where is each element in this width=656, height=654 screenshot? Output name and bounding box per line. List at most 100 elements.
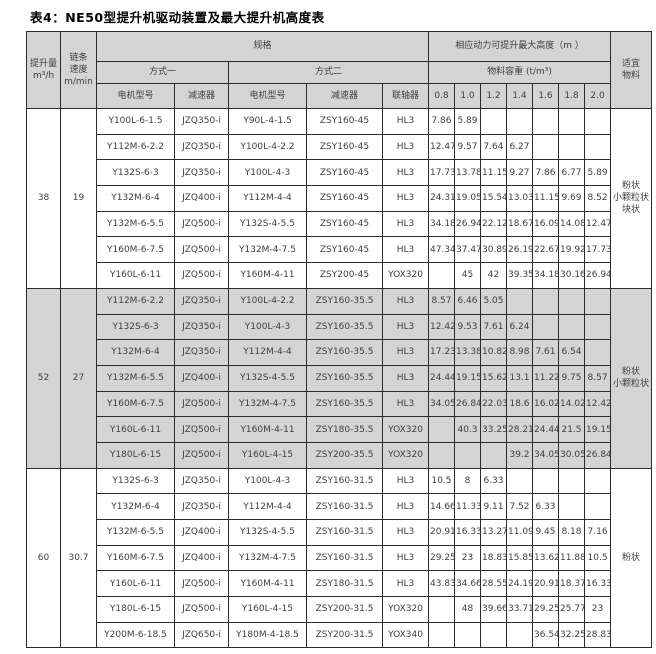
max-height-value-cell: 5.89: [583, 159, 612, 187]
max-height-value-cell: 7.52: [506, 493, 533, 520]
coupling-cell: YOX320: [382, 441, 429, 469]
max-height-value-cell: 12.42: [428, 313, 455, 341]
max-height-value-cell: 7.86: [532, 159, 559, 187]
max-height-value-cell: 11.15: [532, 185, 559, 212]
coupling-cell: HL3: [382, 185, 429, 212]
max-height-value-cell: 34.05: [428, 390, 455, 418]
max-height-value-cell: 6.46: [454, 287, 481, 315]
motor-model-1-cell: Y112M-6-2.2: [96, 133, 175, 161]
max-height-value-cell: 15.62: [480, 364, 507, 392]
col-header-density-1.8: 1.8: [558, 83, 585, 109]
reducer-1-cell: JZQ400-i: [174, 519, 229, 546]
motor-model-1-cell: Y132M-6-4: [96, 185, 175, 212]
col-header-reducer-1: 减速器: [174, 83, 229, 109]
motor-model-1-cell: Y132M-6-4: [96, 493, 175, 520]
max-height-value-cell: 28.83: [583, 621, 612, 649]
max-height-value-cell: [532, 133, 559, 161]
col-header-specification: 规格: [96, 31, 429, 62]
max-height-value-cell: [532, 313, 559, 341]
max-height-value-cell: 7.86: [428, 108, 455, 135]
capacity-cell: 52: [26, 287, 61, 469]
reducer-1-cell: JZQ350-i: [174, 159, 229, 187]
table-row: Y160L-6-11 JZQ500-i Y160M-4-11 ZSY180-31.5 H…: [27, 570, 652, 598]
max-height-value-cell: 26.19: [506, 236, 533, 264]
max-height-value-cell: 6.33: [532, 493, 559, 520]
max-height-value-cell: 28.55: [480, 570, 507, 598]
motor-model-1-cell: Y160M-6-7.5: [96, 390, 175, 418]
max-height-value-cell: 30.89: [480, 236, 507, 264]
motor-model-1-cell: Y132S-6-3: [96, 467, 175, 495]
table-row: Y132M-6-5.5 JZQ400-i Y132S-4-5.5 ZSY160-35.…: [27, 364, 652, 392]
motor-model-2-cell: Y160L-4-15: [228, 596, 307, 623]
max-height-value-cell: 11.33: [454, 493, 481, 520]
col-header-method-1: 方式一: [96, 61, 229, 84]
max-height-value-cell: 12.42: [583, 390, 612, 418]
reducer-1-cell: JZQ500-i: [174, 390, 229, 418]
max-height-value-cell: 8.57: [428, 287, 455, 315]
motor-model-1-cell: Y132M-6-5.5: [96, 210, 175, 238]
motor-model-1-cell: Y100L-6-1.5: [96, 108, 175, 135]
max-height-value-cell: 18.6: [506, 390, 533, 418]
motor-model-1-cell: Y160L-6-11: [96, 262, 175, 289]
col-header-material-density: 物料容重 (t/m³): [427, 61, 612, 84]
max-height-value-cell: 17.73: [583, 236, 612, 264]
max-height-value-cell: 26.84: [583, 441, 612, 469]
max-height-value-cell: 10.5: [583, 544, 612, 572]
motor-model-1-cell: Y160M-6-7.5: [96, 236, 175, 264]
reducer-1-cell: JZQ350-i: [174, 493, 229, 520]
max-height-value-cell: [506, 467, 533, 495]
motor-model-1-cell: Y132M-6-5.5: [96, 519, 175, 546]
table-row: Y160M-6-7.5 JZQ400-i Y132M-4-7.5 ZSY160-31.…: [27, 544, 652, 572]
max-height-value-cell: 7.61: [480, 313, 507, 341]
max-height-value-cell: 23: [454, 544, 481, 572]
max-height-value-cell: 19.92: [558, 236, 585, 264]
max-height-value-cell: 21.5: [558, 416, 585, 443]
max-height-value-cell: 39.66: [480, 596, 507, 623]
col-header-max-lift-height: 相应动力可提升最大高度（m ）: [427, 31, 612, 62]
max-height-value-cell: [506, 287, 533, 315]
max-height-value-cell: 12.47: [583, 210, 612, 238]
table-row: Y160L-6-11 JZQ500-i Y160M-4-11 ZSY180-35.5 Y…: [27, 416, 652, 443]
table-row: Y132S-6-3 JZQ350-i Y100L-4-3 ZSY160-35.5 HL3…: [27, 313, 652, 341]
max-height-value-cell: 26.94: [583, 262, 612, 289]
max-height-value-cell: 42: [480, 262, 507, 289]
motor-model-2-cell: Y112M-4-4: [228, 185, 307, 212]
col-header-chain-speed: 链条 速度 m/min: [60, 31, 97, 109]
max-height-value-cell: 16.09: [532, 210, 559, 238]
max-height-value-cell: 26.94: [454, 210, 481, 238]
max-height-value-cell: [583, 467, 612, 495]
reducer-2-cell: ZSY180-35.5: [306, 416, 383, 443]
max-height-value-cell: 30.16: [558, 262, 585, 289]
suitable-material-cell: 粉状: [610, 467, 653, 649]
max-height-value-cell: 17.73: [428, 159, 455, 187]
max-height-value-cell: [532, 467, 559, 495]
max-height-value-cell: 12.47: [428, 133, 455, 161]
header-row-1: 提升量 m³/h 链条 速度 m/min 规格 相应动力可提升最大高度（m ） …: [26, 31, 653, 109]
max-height-value-cell: 22.03: [480, 390, 507, 418]
table-row: 38 19 Y100L-6-1.5 JZQ350-i Y90L-4-1.5 ZSY160-…: [26, 108, 653, 289]
reducer-2-cell: ZSY160-45: [306, 210, 383, 238]
max-height-value-cell: 13.62: [532, 544, 559, 572]
max-height-value-cell: 28.21: [506, 416, 533, 443]
motor-model-2-cell: Y112M-4-4: [228, 493, 307, 520]
table-row: Y160M-6-7.5 JZQ500-i Y132M-4-7.5 ZSY160-45 H…: [27, 236, 652, 264]
col-header-suitable-material: 适宜 物料: [610, 31, 653, 109]
motor-model-2-cell: Y112M-4-4: [228, 339, 307, 366]
motor-model-2-cell: Y100L-4-3: [228, 159, 307, 187]
reducer-1-cell: JZQ500-i: [174, 441, 229, 469]
max-height-value-cell: 29.25: [532, 596, 559, 623]
coupling-cell: YOX320: [382, 596, 429, 623]
max-height-value-cell: 22.67: [532, 236, 559, 264]
max-height-value-cell: [532, 287, 559, 315]
max-height-value-cell: 11.88: [558, 544, 585, 572]
motor-model-1-cell: Y160M-6-7.5: [96, 544, 175, 572]
max-height-value-cell: 7.61: [532, 339, 559, 366]
suitable-material-cell: 粉状 小颗粒状: [610, 287, 653, 469]
max-height-value-cell: 9.11: [480, 493, 507, 520]
max-height-value-cell: 13.78: [454, 159, 481, 187]
max-height-value-cell: [558, 108, 585, 135]
reducer-1-cell: JZQ350-i: [174, 133, 229, 161]
table-row: Y132M-6-4 JZQ350-i Y112M-4-4 ZSY160-31.5 HL3…: [27, 493, 652, 520]
max-height-value-cell: 16.33: [454, 519, 481, 546]
max-height-value-cell: 23: [583, 596, 612, 623]
